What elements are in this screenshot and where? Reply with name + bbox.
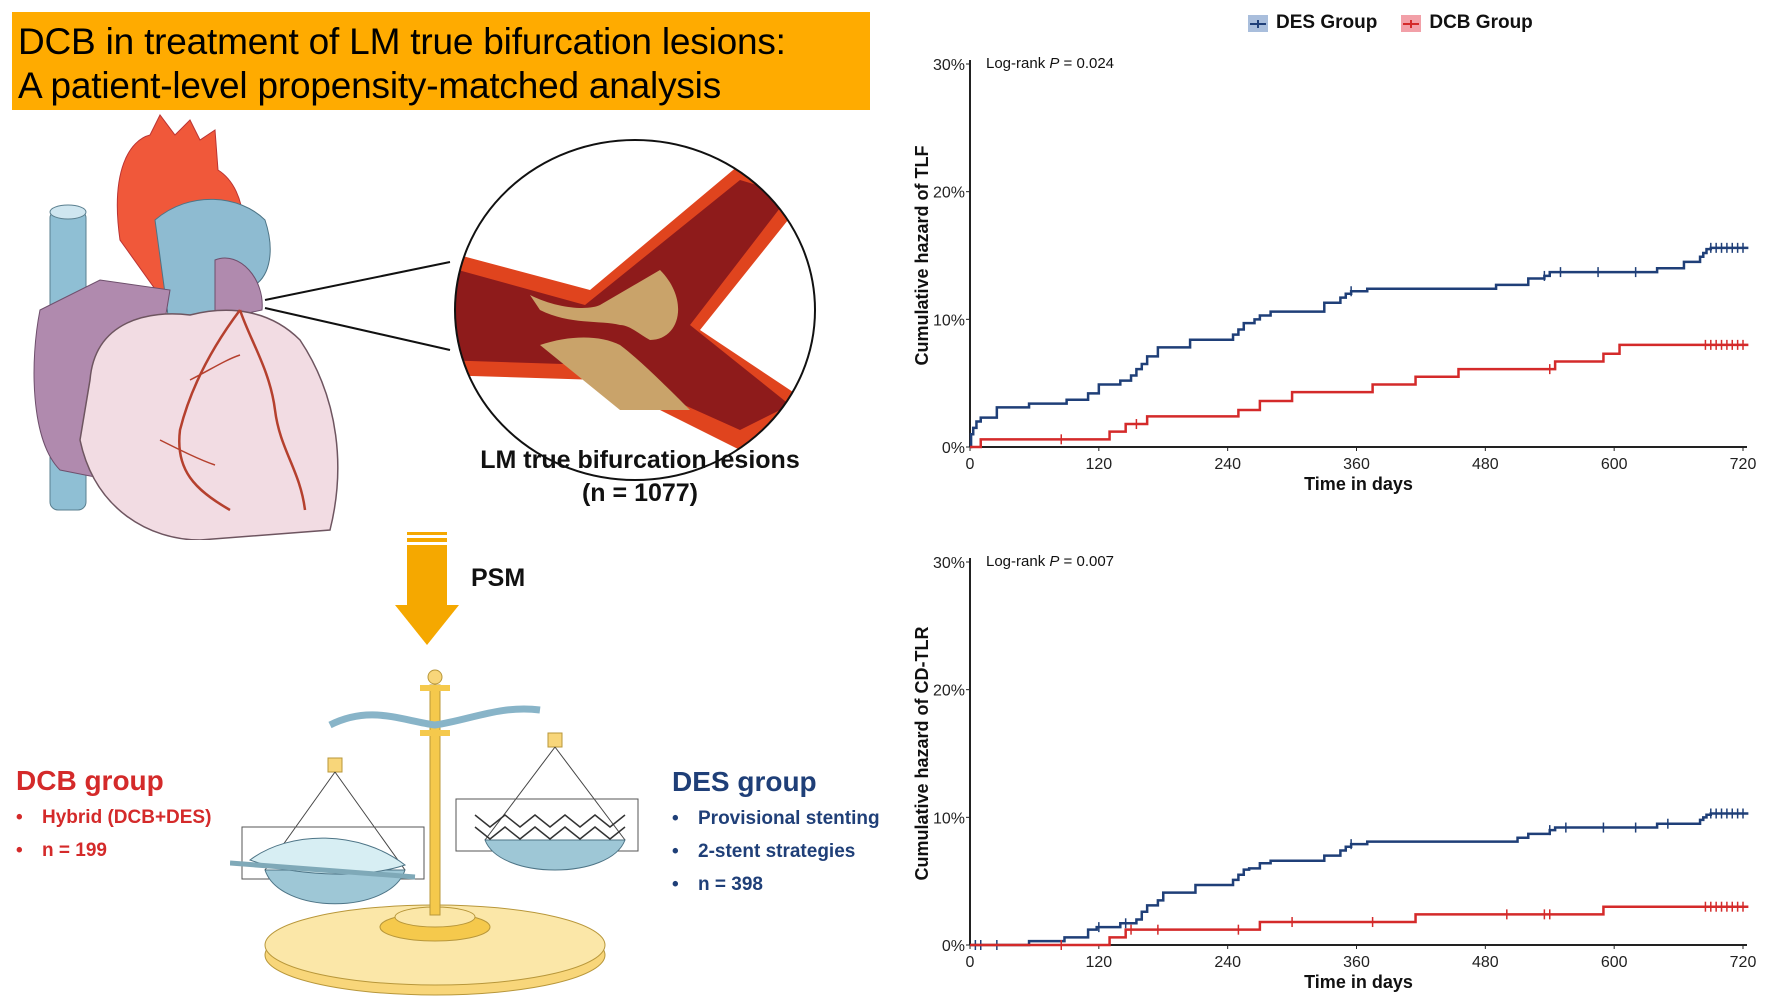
legend-label-des: DES Group — [1276, 12, 1378, 33]
series-line-des-group — [970, 812, 1749, 947]
x-axis-label: Time in days — [1304, 972, 1413, 992]
dcb-group-panel: DCB group • Hybrid (DCB+DES) • n = 199 — [16, 765, 211, 862]
x-tick-label: 0 — [966, 954, 975, 971]
dcb-item-text: n = 199 — [42, 840, 107, 861]
x-tick-label: 120 — [1085, 456, 1112, 473]
dcb-item-text: Hybrid (DCB+DES) — [42, 807, 212, 828]
x-axis-label: Time in days — [1304, 474, 1413, 494]
title-line-2: A patient-level propensity-matched analy… — [18, 65, 721, 106]
dcb-group-title: DCB group — [16, 765, 164, 796]
y-tick-label: 10% — [933, 312, 965, 329]
y-axis-label: Cumulative hazard of CD-TLR — [912, 626, 932, 880]
x-tick-label: 480 — [1472, 954, 1499, 971]
dcb-group-item: • n = 199 — [16, 840, 107, 861]
x-tick-label: 720 — [1730, 456, 1757, 473]
des-group-panel: DES group • Provisional stenting • 2-stent… — [672, 766, 880, 896]
y-axis-label: Cumulative hazard of TLF — [912, 145, 932, 365]
legend-item-des: DES Group — [1248, 12, 1377, 34]
chart-legend: DES Group DCB Group — [1248, 12, 1533, 34]
stent-icon — [474, 814, 626, 840]
chart-cd-tlr: 0% 10% 20% 30% 0 120 240 360 480 600 720 Time in da… — [912, 553, 1757, 992]
legend-swatch-des — [1248, 14, 1268, 32]
title-banner: DCB in treatment of LM true bifurcation … — [12, 12, 870, 110]
x-tick-label: 600 — [1601, 954, 1628, 971]
des-group-item: • Provisional stenting — [672, 808, 880, 829]
y-tick-label: 0% — [942, 938, 965, 955]
des-item-text: Provisional stenting — [698, 808, 880, 829]
des-group-title: DES group — [672, 766, 817, 797]
dcb-group-item: • Hybrid (DCB+DES) — [16, 807, 212, 828]
balance-scale-icon — [230, 669, 639, 996]
lesion-count-text: (n = 1077) — [581, 479, 699, 507]
legend-item-dcb: DCB Group — [1401, 12, 1533, 34]
y-tick-label: 10% — [933, 810, 965, 827]
y-tick-label: 30% — [933, 555, 965, 572]
chart-tlf: 0% 10% 20% 30% 0 120 240 360 480 600 720 Time in da… — [912, 55, 1757, 494]
illustration-top — [33, 114, 816, 540]
x-tick-label: 360 — [1343, 954, 1370, 971]
heart-icon — [33, 114, 339, 540]
series-line-des-group — [969, 246, 1749, 449]
y-tick-label: 0% — [942, 440, 965, 457]
down-arrow-icon — [395, 532, 459, 645]
title-line-1: DCB in treatment of LM true bifurcation … — [18, 21, 786, 62]
lesion-population-label: LM true bifurcation lesions (n = 1077) — [420, 444, 860, 510]
artery-bifurcation-icon — [454, 139, 816, 481]
des-item-text: 2-stent strategies — [698, 841, 856, 862]
series-line-dcb-group — [970, 905, 1749, 947]
psm-label: PSM — [471, 564, 526, 592]
y-tick-label: 20% — [933, 683, 965, 700]
legend-swatch-dcb — [1401, 14, 1422, 32]
lesion-label-text: LM true bifurcation lesions — [480, 446, 800, 474]
des-group-item: • 2-stent strategies — [672, 841, 856, 862]
legend-label-dcb: DCB Group — [1429, 12, 1533, 33]
x-tick-label: 240 — [1214, 954, 1241, 971]
des-item-text: n = 398 — [698, 874, 763, 895]
x-tick-label: 0 — [966, 456, 975, 473]
x-tick-label: 480 — [1472, 456, 1499, 473]
x-tick-label: 720 — [1730, 954, 1757, 971]
des-group-item: • n = 398 — [672, 874, 763, 895]
x-tick-label: 120 — [1085, 954, 1112, 971]
x-tick-label: 600 — [1601, 456, 1628, 473]
log-rank-annotation: Log-rank P = 0.024 — [986, 55, 1114, 72]
log-rank-annotation: Log-rank P = 0.007 — [986, 553, 1114, 570]
x-tick-label: 360 — [1343, 456, 1370, 473]
y-tick-label: 20% — [933, 185, 965, 202]
balloon-icon — [230, 837, 416, 880]
series-line-dcb-group — [970, 343, 1749, 449]
x-tick-label: 240 — [1214, 456, 1241, 473]
y-tick-label: 30% — [933, 57, 965, 74]
